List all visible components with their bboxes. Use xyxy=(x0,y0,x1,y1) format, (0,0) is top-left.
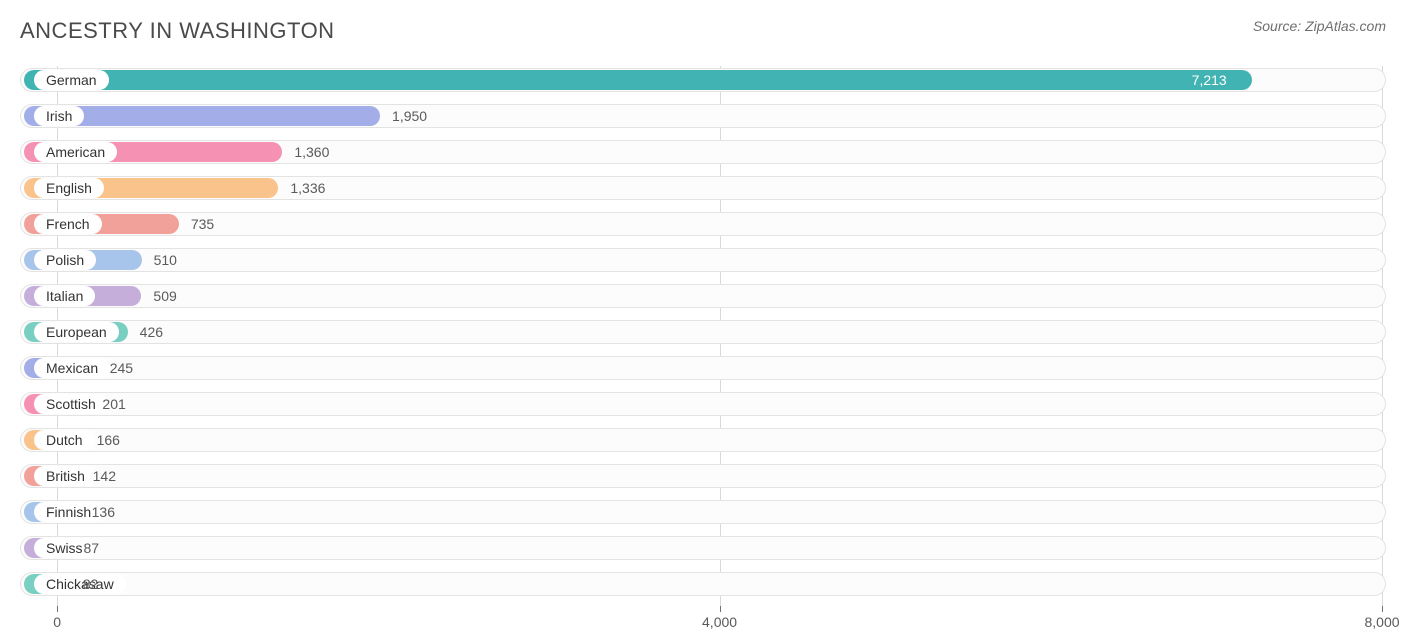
category-pill: American xyxy=(34,142,117,162)
bar-track xyxy=(20,248,1386,272)
bar-row: European 426 xyxy=(20,318,1386,346)
category-pill: British xyxy=(34,466,97,486)
category-pill: Polish xyxy=(34,250,96,270)
bar-track xyxy=(20,284,1386,308)
axis-tick xyxy=(720,606,721,612)
bar-row: Chickasaw82 xyxy=(20,570,1386,598)
value-label: 1,950 xyxy=(392,108,427,124)
axis-tick xyxy=(1382,606,1383,612)
category-pill: Chickasaw xyxy=(34,574,126,594)
category-pill: European xyxy=(34,322,119,342)
category-pill: Italian xyxy=(34,286,95,306)
value-label: 509 xyxy=(153,288,176,304)
value-label: 136 xyxy=(92,504,115,520)
bar-track xyxy=(20,320,1386,344)
value-label: 82 xyxy=(83,576,99,592)
bar-row: American 1,360 xyxy=(20,138,1386,166)
value-label: 7,213 xyxy=(1192,72,1227,88)
bar-row: Dutch166 xyxy=(20,426,1386,454)
bar-track xyxy=(20,212,1386,236)
category-pill: French xyxy=(34,214,102,234)
bar-row: British142 xyxy=(20,462,1386,490)
bar-track xyxy=(20,536,1386,560)
bar-track xyxy=(20,464,1386,488)
bar-row: Swiss87 xyxy=(20,534,1386,562)
bar-track xyxy=(20,392,1386,416)
bar-row: French 735 xyxy=(20,210,1386,238)
value-label: 426 xyxy=(140,324,163,340)
value-label: 87 xyxy=(84,540,100,556)
category-pill: Dutch xyxy=(34,430,95,450)
axis-tick-label: 4,000 xyxy=(702,614,737,630)
value-label: 1,360 xyxy=(294,144,329,160)
chart-source: Source: ZipAtlas.com xyxy=(1253,18,1386,34)
x-axis: 04,0008,000 xyxy=(20,606,1386,636)
bar-track xyxy=(20,500,1386,524)
bar xyxy=(24,70,1252,90)
bar-row: Finnish136 xyxy=(20,498,1386,526)
value-label: 1,336 xyxy=(290,180,325,196)
chart-header: ANCESTRY IN WASHINGTON Source: ZipAtlas.… xyxy=(20,18,1386,44)
bar-row: English 1,336 xyxy=(20,174,1386,202)
axis-tick-label: 0 xyxy=(53,614,61,630)
chart-bars: German 7,213 Irish 1,950 American 1,360 Englis… xyxy=(20,66,1386,598)
bar-row: Polish 510 xyxy=(20,246,1386,274)
category-pill: Scottish xyxy=(34,394,108,414)
category-pill: English xyxy=(34,178,104,198)
value-label: 245 xyxy=(110,360,133,376)
bar-track xyxy=(20,572,1386,596)
value-label: 142 xyxy=(93,468,116,484)
category-pill: Irish xyxy=(34,106,84,126)
axis-tick xyxy=(57,606,58,612)
category-pill: Mexican xyxy=(34,358,110,378)
bar-track xyxy=(20,356,1386,380)
value-label: 510 xyxy=(154,252,177,268)
bar-row: Irish 1,950 xyxy=(20,102,1386,130)
bar-row: Mexican245 xyxy=(20,354,1386,382)
category-pill: German xyxy=(34,70,109,90)
bar-row: Scottish201 xyxy=(20,390,1386,418)
bar-track xyxy=(20,428,1386,452)
value-label: 201 xyxy=(102,396,125,412)
chart-area: German 7,213 Irish 1,950 American 1,360 Englis… xyxy=(20,66,1386,636)
chart-title: ANCESTRY IN WASHINGTON xyxy=(20,18,335,44)
axis-tick-label: 8,000 xyxy=(1364,614,1399,630)
bar-row: German 7,213 xyxy=(20,66,1386,94)
bar-row: Italian 509 xyxy=(20,282,1386,310)
value-label: 735 xyxy=(191,216,214,232)
value-label: 166 xyxy=(97,432,120,448)
